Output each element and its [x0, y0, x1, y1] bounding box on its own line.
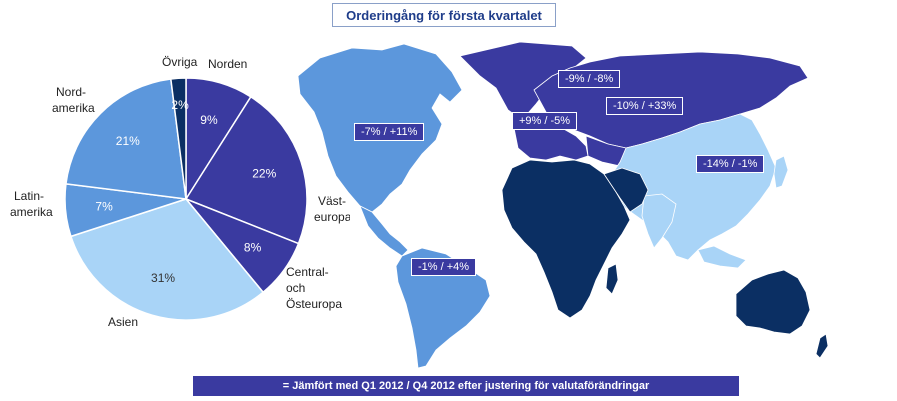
map-australia — [735, 269, 811, 335]
footer-note: = Jämfört med Q1 2012 / Q4 2012 efter ju… — [193, 376, 739, 396]
category-label-latin-2: amerika — [10, 205, 53, 219]
map-madagascar — [605, 263, 619, 295]
pie-slices — [64, 77, 308, 321]
label-eastern-europe: -10% / +33% — [606, 97, 684, 115]
label-south-america: -1% / +4% — [411, 258, 477, 276]
category-label-vasteuropa-2: europa — [314, 210, 350, 224]
category-label-nord-1: Nord- — [56, 85, 86, 99]
pie-value-label-2: 8% — [244, 240, 262, 254]
pie-value-label-3: 31% — [151, 271, 175, 285]
category-label-central-3: Östeuropa — [286, 297, 342, 311]
label-north-america: -7% / +11% — [354, 123, 425, 141]
map-southeast-asia — [697, 245, 747, 269]
pie-category-labels: Norden Väst- europa Central- och Östeuro… — [10, 55, 350, 329]
pie-value-label-1: 22% — [252, 167, 276, 181]
pie-value-labels: 9% 22% 8% 31% 7% 21% 2% — [95, 98, 276, 285]
map-japan — [773, 155, 789, 189]
category-label-latin-1: Latin- — [14, 189, 44, 203]
pie-slice-6 — [169, 77, 187, 200]
pie-value-label-0: 9% — [200, 113, 218, 127]
pie-slice-5 — [65, 78, 187, 200]
category-label-central-2: och — [286, 281, 305, 295]
category-label-norden: Norden — [208, 57, 247, 71]
pie-value-label-5: 21% — [116, 134, 140, 148]
map-new-zealand — [815, 333, 829, 359]
pie-value-label-6: 2% — [171, 98, 189, 112]
pie-chart: 9% 22% 8% 31% 7% 21% 2% Norden Väst- europa Ce… — [10, 55, 350, 329]
map-central-america — [359, 205, 409, 257]
label-western-europe: +9% / -5% — [512, 112, 578, 130]
category-label-ovriga: Övriga — [162, 55, 198, 69]
category-label-vasteuropa-1: Väst- — [318, 194, 346, 208]
pie-slice-3 — [69, 198, 265, 321]
category-label-central-1: Central- — [286, 265, 329, 279]
chart-title: Orderingång för första kvartalet — [332, 3, 556, 27]
map-africa — [501, 159, 631, 319]
category-label-nord-2: amerika — [52, 101, 95, 115]
label-asia: -14% / -1% — [696, 155, 765, 173]
pie-value-label-4: 7% — [95, 200, 113, 214]
label-nordic: -9% / -8% — [558, 70, 621, 88]
pie-slice-1 — [184, 95, 308, 245]
map-india — [641, 193, 677, 249]
map-middle-east — [603, 167, 649, 213]
category-label-asien: Asien — [108, 315, 138, 329]
